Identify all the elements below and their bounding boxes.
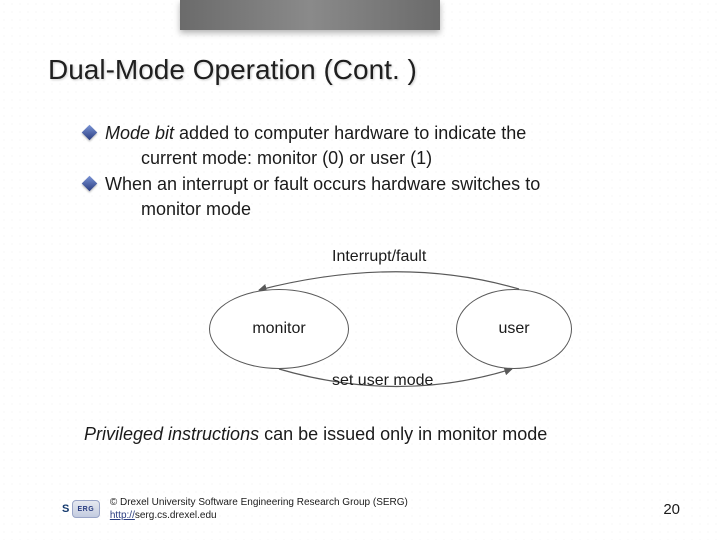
bullet-text: Mode bit added to computer hardware to i… <box>105 122 526 145</box>
closing-text: Privileged instructions can be issued on… <box>84 424 672 445</box>
serg-logo: SERG <box>62 500 100 518</box>
node-monitor: monitor <box>209 289 349 369</box>
slide-content: Dual-Mode Operation (Cont. ) Mode bit ad… <box>48 54 672 445</box>
bullet-text: When an interrupt or fault occurs hardwa… <box>105 173 540 196</box>
page-number: 20 <box>663 501 680 518</box>
footer: SERG © Drexel University Software Engine… <box>62 496 680 522</box>
edge-label-top: Interrupt/fault <box>332 248 426 266</box>
copyright: © Drexel University Software Engineering… <box>110 496 408 522</box>
edge-label-bottom: set user mode <box>332 372 433 390</box>
node-user: user <box>456 289 572 369</box>
diamond-icon <box>82 176 98 192</box>
slide-title: Dual-Mode Operation (Cont. ) <box>48 54 672 86</box>
bullet-item: Mode bit added to computer hardware to i… <box>84 122 672 145</box>
bullet-item: When an interrupt or fault occurs hardwa… <box>84 173 672 196</box>
bullet-continuation: current mode: monitor (0) or user (1) <box>141 147 672 170</box>
bullet-continuation: monitor mode <box>141 198 672 221</box>
footer-link[interactable]: http:// <box>110 510 135 521</box>
state-diagram: monitor user Interrupt/fault set user mo… <box>84 244 672 414</box>
top-band-decoration <box>180 0 440 30</box>
diamond-icon <box>82 125 98 141</box>
bullet-list: Mode bit added to computer hardware to i… <box>84 122 672 445</box>
